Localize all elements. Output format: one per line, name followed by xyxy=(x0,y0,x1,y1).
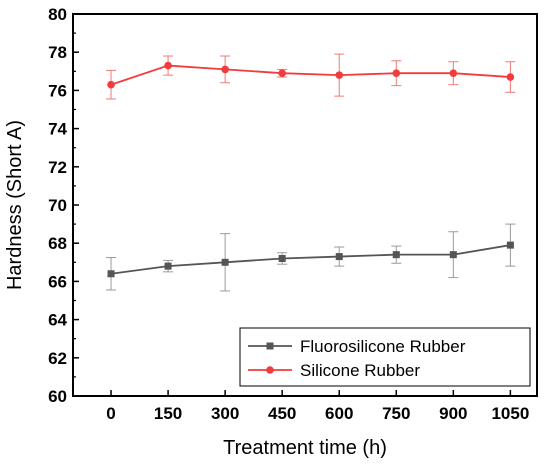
y-tick-label: 72 xyxy=(48,158,67,177)
data-point xyxy=(278,69,286,78)
y-tick-label: 76 xyxy=(48,81,67,100)
data-point xyxy=(107,270,115,278)
data-point xyxy=(506,241,514,249)
legend-entry-label: Fluorosilicone Rubber xyxy=(300,337,466,356)
y-tick-label: 62 xyxy=(48,349,67,368)
x-tick-label: 600 xyxy=(325,404,353,423)
data-point xyxy=(164,61,172,70)
data-point xyxy=(392,69,401,78)
legend-swatch-marker xyxy=(266,342,274,350)
x-tick-label: 300 xyxy=(211,404,239,423)
x-tick-label: 150 xyxy=(154,404,182,423)
y-tick-label: 68 xyxy=(48,234,67,253)
data-point xyxy=(335,71,344,79)
data-point xyxy=(221,65,229,74)
x-axis-title: Treatment time (h) xyxy=(223,437,387,459)
data-point xyxy=(449,251,457,259)
series-line xyxy=(110,64,511,86)
y-tick-label: 70 xyxy=(48,196,67,215)
data-point xyxy=(449,69,458,78)
series-line xyxy=(110,244,511,275)
data-point xyxy=(335,253,343,261)
data-point xyxy=(107,80,115,89)
x-tick-label: 750 xyxy=(382,404,410,423)
y-tick-label: 64 xyxy=(48,311,67,330)
x-tick-label: 1050 xyxy=(491,404,529,423)
data-point xyxy=(278,254,286,262)
data-point xyxy=(164,262,172,270)
x-axis-ticks: 0 150 300 450 600 750 900 1050 xyxy=(106,390,529,423)
data-point xyxy=(221,258,229,266)
legend-entry-label: Silicone Rubber xyxy=(300,361,420,380)
y-tick-label: 66 xyxy=(48,272,67,291)
legend: Fluorosilicone Rubber Silicone Rubber xyxy=(239,327,531,387)
series-markers xyxy=(107,61,515,278)
legend-box xyxy=(239,327,531,387)
x-tick-label: 0 xyxy=(106,404,115,423)
series-lines xyxy=(110,64,511,275)
y-axis-title: Hardness (Short A) xyxy=(4,120,26,290)
legend-swatch-marker xyxy=(266,366,274,374)
y-tick-label: 78 xyxy=(48,43,67,62)
y-tick-label: 80 xyxy=(48,5,67,24)
y-tick-label: 60 xyxy=(48,387,67,406)
x-tick-label: 900 xyxy=(439,404,467,423)
data-point xyxy=(392,251,400,259)
x-tick-label: 450 xyxy=(268,404,296,423)
y-tick-label: 74 xyxy=(48,120,67,139)
y-axis-ticks: 60 62 64 66 68 70 72 74 76 78 80 xyxy=(48,5,79,406)
data-point xyxy=(506,73,515,81)
